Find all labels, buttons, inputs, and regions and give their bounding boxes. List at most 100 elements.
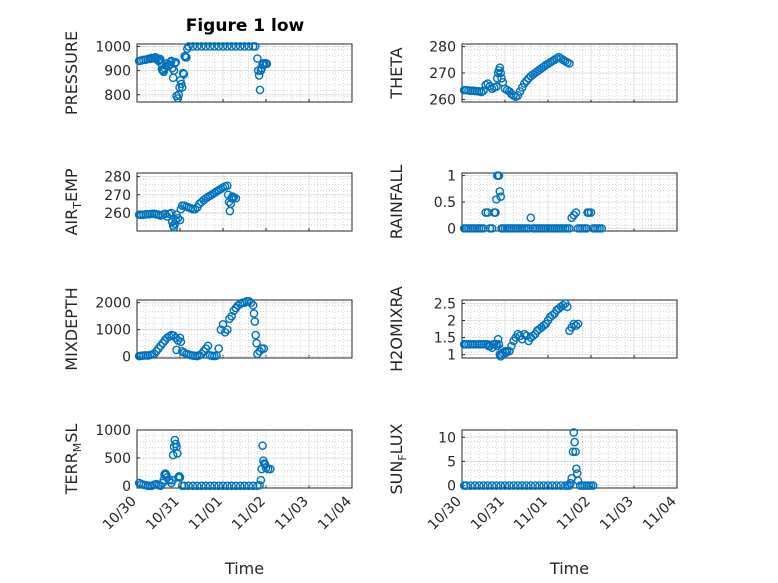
y-axis-label: AIRTEMP [62, 168, 84, 235]
axes-border [136, 429, 353, 489]
subplot-theta: 260 270 280 THETA [387, 40, 678, 108]
data-point [256, 475, 266, 485]
data-point [173, 449, 182, 458]
data-point [201, 481, 211, 491]
figure-title: Figure 1 low [186, 16, 305, 36]
y-tick-label: 2 [447, 313, 456, 329]
data-point [517, 481, 527, 490]
data-point [571, 321, 581, 330]
y-tick-label: 0 [447, 221, 456, 237]
data-point [252, 338, 261, 348]
data-point [495, 187, 505, 196]
data-point [240, 481, 249, 491]
x-tick-label: 11/04 [315, 493, 355, 533]
data-point [572, 464, 581, 473]
y-axis-label: MIXDEPTH [62, 287, 81, 370]
data-point [253, 54, 262, 63]
data-point [479, 481, 488, 490]
data-point [248, 481, 258, 491]
x-tick-label: 11/02 [554, 494, 594, 534]
data-point [262, 59, 272, 69]
data-point [522, 76, 531, 86]
y-tick-label: 1000 [95, 39, 131, 55]
data-point [210, 481, 219, 491]
data-point [255, 85, 265, 95]
data-point [571, 447, 580, 457]
subplot-mixdepth: 0 1000 2000 MIXDEPTH [62, 287, 353, 371]
data-point [216, 325, 226, 334]
y-tick-label: 0.5 [434, 195, 456, 211]
data-point [184, 42, 193, 51]
y-tick-label: 280 [429, 40, 456, 56]
data-point [214, 42, 223, 51]
data-point [173, 94, 183, 103]
data-point [539, 321, 549, 330]
data-point [259, 459, 269, 468]
data-point [161, 469, 170, 478]
data-point [175, 333, 185, 343]
x-tick-label: 11/01 [186, 494, 226, 534]
data-point [497, 73, 506, 83]
y-tick-label: 280 [104, 170, 131, 186]
y-tick-label: 260 [429, 92, 456, 108]
data-point [485, 81, 495, 91]
subplot-air_temp: 260 270 280 AIRTEMP [62, 168, 353, 236]
x-tick-label: 11/02 [229, 494, 269, 534]
data-point [487, 224, 497, 233]
data-point [250, 42, 260, 51]
data-point [197, 42, 206, 51]
data-point [571, 208, 581, 217]
x-tick-label: 10/31 [468, 494, 508, 534]
data-point [192, 481, 202, 491]
data-point [568, 447, 578, 457]
data-point [496, 68, 506, 78]
data-point [216, 184, 226, 194]
y-tick-label: 1000 [95, 423, 131, 439]
data-point [569, 428, 579, 437]
data-point [184, 481, 193, 491]
y-tick-label: 270 [104, 188, 131, 204]
y-tick-label: 0 [447, 479, 456, 495]
y-tick-label: 800 [104, 88, 131, 104]
data-point [177, 83, 187, 92]
data-point [227, 481, 236, 491]
data-point [255, 480, 264, 490]
data-point [566, 478, 575, 488]
x-tick-label: 11/03 [272, 494, 312, 534]
data-point [171, 57, 180, 67]
data-point [573, 319, 583, 329]
data-point [586, 208, 596, 217]
y-tick-label: 1.5 [434, 331, 456, 347]
data-point [543, 481, 553, 490]
data-point [539, 481, 549, 490]
data-point [248, 301, 258, 310]
data-point [507, 341, 516, 351]
data-point [244, 42, 254, 51]
data-point [251, 330, 260, 340]
data-point [492, 481, 501, 490]
data-point [509, 481, 518, 490]
data-point [496, 192, 506, 202]
data-point [567, 213, 576, 223]
y-tick-label: 1000 [95, 323, 131, 339]
data-point [492, 82, 501, 92]
data-point [210, 188, 219, 198]
data-point [573, 476, 583, 486]
data-point [205, 481, 215, 491]
data-point [492, 195, 501, 204]
data-point [175, 473, 185, 482]
data-point [470, 481, 480, 490]
axes-border [136, 43, 353, 103]
axes-border [461, 299, 678, 359]
data-point [254, 71, 264, 80]
axes-frame [136, 43, 353, 103]
data-point [483, 79, 493, 88]
data-point [461, 481, 471, 490]
data-point [244, 481, 254, 491]
y-axis-label: THETA [387, 47, 406, 99]
y-tick-label: 900 [104, 64, 131, 80]
y-axis-label: PRESSURE [62, 31, 81, 115]
y-tick-label: 2.5 [434, 296, 456, 312]
subplot-pressure: 800 900 1000 PRESSURE [62, 31, 353, 115]
